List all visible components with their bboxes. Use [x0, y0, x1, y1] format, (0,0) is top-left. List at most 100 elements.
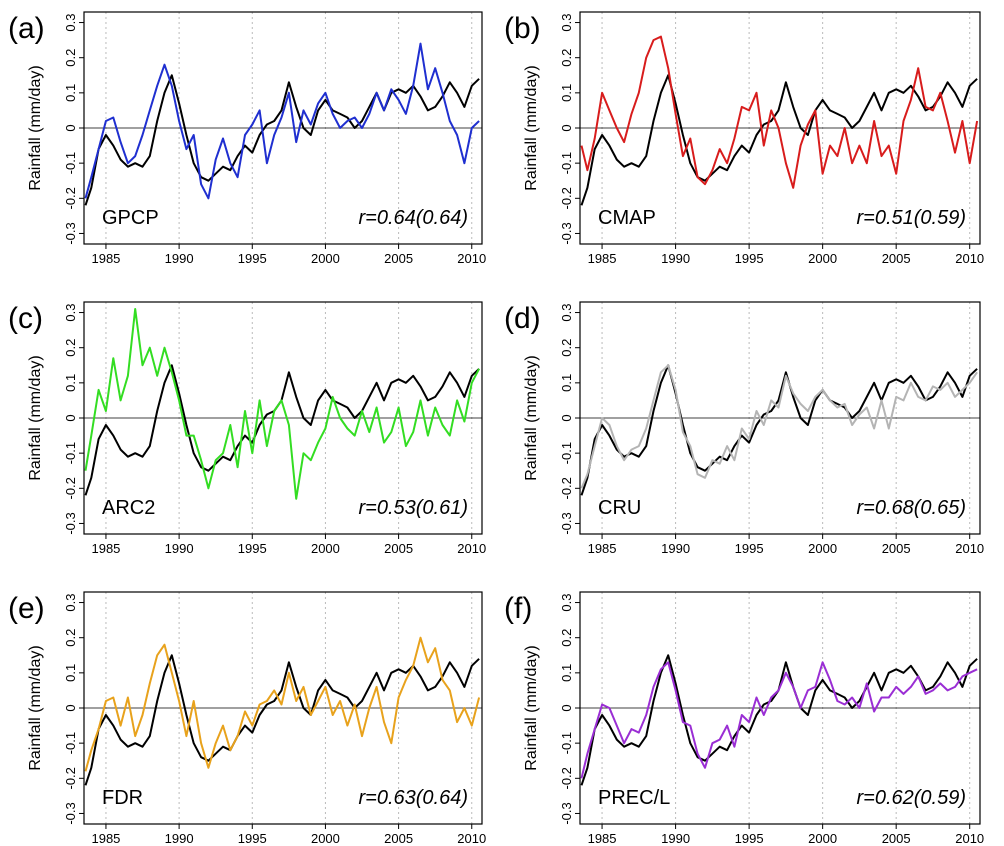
y-tick-label: 0.3 — [63, 14, 78, 32]
x-tick-label: 2010 — [457, 831, 486, 846]
x-tick-label: 1995 — [735, 831, 764, 846]
x-tick-label: 1985 — [588, 831, 617, 846]
x-tick-label: 1990 — [661, 541, 690, 556]
y-tick-label: 0 — [63, 414, 78, 421]
x-tick-label: 2000 — [311, 831, 340, 846]
dataset-name-label: CRU — [598, 497, 641, 519]
correlation-label: r=0.51(0.59) — [856, 207, 966, 229]
y-tick-label: 0.3 — [63, 304, 78, 322]
dataset-series-line — [580, 661, 978, 779]
x-tick-label: 2005 — [384, 831, 413, 846]
y-tick-label: 0.2 — [559, 629, 574, 647]
x-tick-label: 2005 — [882, 251, 911, 266]
correlation-label: r=0.53(0.61) — [358, 497, 468, 519]
y-tick-label: -0.2 — [63, 187, 78, 209]
y-axis-title: Rainfall (mm/day) — [523, 645, 540, 770]
reference-series-line — [580, 74, 978, 206]
y-tick-label: 0 — [63, 704, 78, 711]
reference-series-line — [84, 654, 480, 786]
y-tick-label: 0.2 — [559, 49, 574, 67]
y-tick-label: 0.1 — [63, 664, 78, 682]
dataset-series-line — [84, 636, 481, 772]
y-tick-label: 0.2 — [63, 49, 78, 67]
dataset-name-label: FDR — [102, 787, 143, 809]
y-tick-label: -0.3 — [63, 802, 78, 824]
x-tick-label: 1990 — [165, 251, 194, 266]
y-tick-label: 0.1 — [63, 374, 78, 392]
y-axis-title: Rainfall (mm/day) — [523, 65, 540, 190]
y-tick-label: 0 — [559, 124, 574, 131]
panel: 1985 1990 1995 2000 2005 2010 -0.3 -0.2 -0.1 0 0.1… — [504, 591, 984, 846]
y-tick-label: -0.3 — [63, 222, 78, 244]
y-tick-label: -0.2 — [63, 477, 78, 499]
x-tick-label: 1990 — [661, 251, 690, 266]
y-tick-label: -0.1 — [63, 152, 78, 174]
y-tick-label: 0.2 — [63, 629, 78, 647]
panel-letter: (f) — [504, 592, 532, 625]
x-tick-label: 1995 — [238, 831, 267, 846]
y-tick-label: 0.1 — [63, 84, 78, 102]
y-tick-label: 0 — [63, 124, 78, 131]
x-tick-label: 1985 — [588, 541, 617, 556]
x-tick-label: 2005 — [384, 541, 413, 556]
dataset-series-line — [84, 42, 480, 200]
panel: 1985 1990 1995 2000 2005 2010 -0.3 -0.2 -0.1 0 0.1… — [8, 591, 486, 846]
y-tick-label: -0.3 — [63, 512, 78, 534]
x-tick-label: 2005 — [384, 251, 413, 266]
panel: 1985 1990 1995 2000 2005 2010 -0.3 -0.2 -0.1 0 0.1… — [8, 301, 486, 556]
panel: 1985 1990 1995 2000 2005 2010 -0.3 -0.2 -0.1 0 0.1… — [504, 11, 984, 266]
correlation-label: r=0.64(0.64) — [358, 207, 468, 229]
y-tick-label: 0.3 — [63, 594, 78, 612]
y-tick-label: 0.1 — [559, 664, 574, 682]
y-tick-label: 0.3 — [559, 304, 574, 322]
dataset-name-label: PREC/L — [598, 787, 670, 809]
x-tick-label: 1985 — [91, 251, 120, 266]
panel: 1985 1990 1995 2000 2005 2010 -0.3 -0.2 -0.1 0 0.1… — [8, 11, 486, 266]
x-tick-label: 2000 — [311, 251, 340, 266]
x-tick-label: 2010 — [457, 541, 486, 556]
y-axis-title: Rainfall (mm/day) — [523, 355, 540, 480]
x-tick-label: 1995 — [238, 251, 267, 266]
panel: 1985 1990 1995 2000 2005 2010 -0.3 -0.2 -0.1 0 0.1… — [504, 301, 984, 556]
panel-letter: (e) — [8, 592, 45, 625]
dataset-series-line — [580, 35, 979, 189]
x-tick-label: 2000 — [311, 541, 340, 556]
x-tick-label: 1995 — [735, 541, 764, 556]
y-tick-label: -0.3 — [559, 512, 574, 534]
y-tick-label: -0.2 — [63, 767, 78, 789]
x-tick-label: 2010 — [955, 251, 984, 266]
y-tick-label: -0.2 — [559, 477, 574, 499]
y-axis-title: Rainfall (mm/day) — [27, 65, 44, 190]
x-tick-label: 2010 — [955, 831, 984, 846]
x-tick-label: 1995 — [238, 541, 267, 556]
dataset-series-line — [84, 308, 480, 500]
y-axis-title: Rainfall (mm/day) — [27, 355, 44, 480]
y-axis-title: Rainfall (mm/day) — [27, 645, 44, 770]
dataset-name-label: CMAP — [598, 207, 656, 229]
y-tick-label: -0.1 — [559, 442, 574, 464]
dataset-name-label: ARC2 — [102, 497, 155, 519]
x-tick-label: 2000 — [808, 831, 837, 846]
y-tick-label: -0.2 — [559, 767, 574, 789]
x-tick-label: 1985 — [91, 541, 120, 556]
x-tick-label: 1990 — [165, 831, 194, 846]
correlation-label: r=0.63(0.64) — [358, 787, 468, 809]
x-tick-label: 2010 — [457, 251, 486, 266]
y-tick-label: -0.1 — [63, 442, 78, 464]
y-tick-label: 0.1 — [559, 84, 574, 102]
y-tick-label: -0.1 — [559, 732, 574, 754]
y-tick-label: 0.2 — [559, 339, 574, 357]
panels-layer: 1985 1990 1995 2000 2005 2010 -0.3 -0.2 -0.1 0 0.1… — [8, 11, 984, 846]
correlation-label: r=0.68(0.65) — [856, 497, 966, 519]
dataset-name-label: GPCP — [102, 207, 159, 229]
panel-letter: (d) — [504, 302, 541, 335]
y-tick-label: -0.1 — [559, 152, 574, 174]
reference-series-line — [580, 654, 978, 786]
x-tick-label: 2005 — [882, 541, 911, 556]
dataset-series-line — [580, 364, 978, 489]
y-tick-label: 0 — [559, 414, 574, 421]
x-tick-label: 1990 — [661, 831, 690, 846]
y-tick-label: 0.2 — [63, 339, 78, 357]
x-tick-label: 2005 — [882, 831, 911, 846]
reference-series-line — [84, 364, 480, 496]
